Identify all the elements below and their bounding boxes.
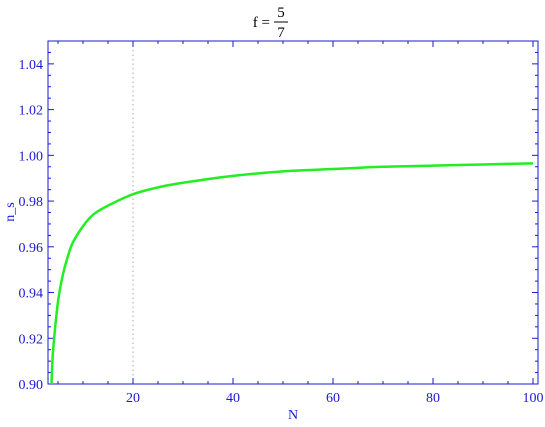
x-tick-label: 100 (523, 391, 544, 406)
y-tick-label: 0.94 (19, 287, 44, 302)
y-tick-label: 0.92 (19, 332, 44, 347)
x-tick-label: 40 (226, 391, 240, 406)
y-tick-label: 0.96 (19, 241, 44, 256)
x-axis-label: N (288, 408, 298, 423)
y-tick-label: 1.02 (19, 104, 44, 119)
x-tick-label: 60 (326, 391, 340, 406)
y-tick-label: 0.90 (19, 378, 44, 393)
title-denominator: 7 (277, 25, 285, 41)
series-line (50, 162, 534, 385)
x-tick-label: 20 (126, 391, 140, 406)
x-tick-label: 80 (426, 391, 440, 406)
title-lhs: f = (253, 15, 270, 31)
y-tick-label: 0.98 (19, 195, 44, 210)
title-numerator: 5 (277, 5, 285, 21)
y-tick-label: 1.00 (19, 149, 44, 164)
y-axis-label: n_s (3, 202, 18, 221)
y-tick-label: 1.04 (19, 58, 44, 73)
plot-frame (47, 40, 539, 385)
chart-title: f = 5 7 (253, 5, 288, 41)
x-axis: 20 40 60 80 100 (57, 41, 544, 406)
y-axis: 0.90 0.92 0.94 0.96 0.98 1.00 1.02 1.04 (19, 51, 538, 393)
